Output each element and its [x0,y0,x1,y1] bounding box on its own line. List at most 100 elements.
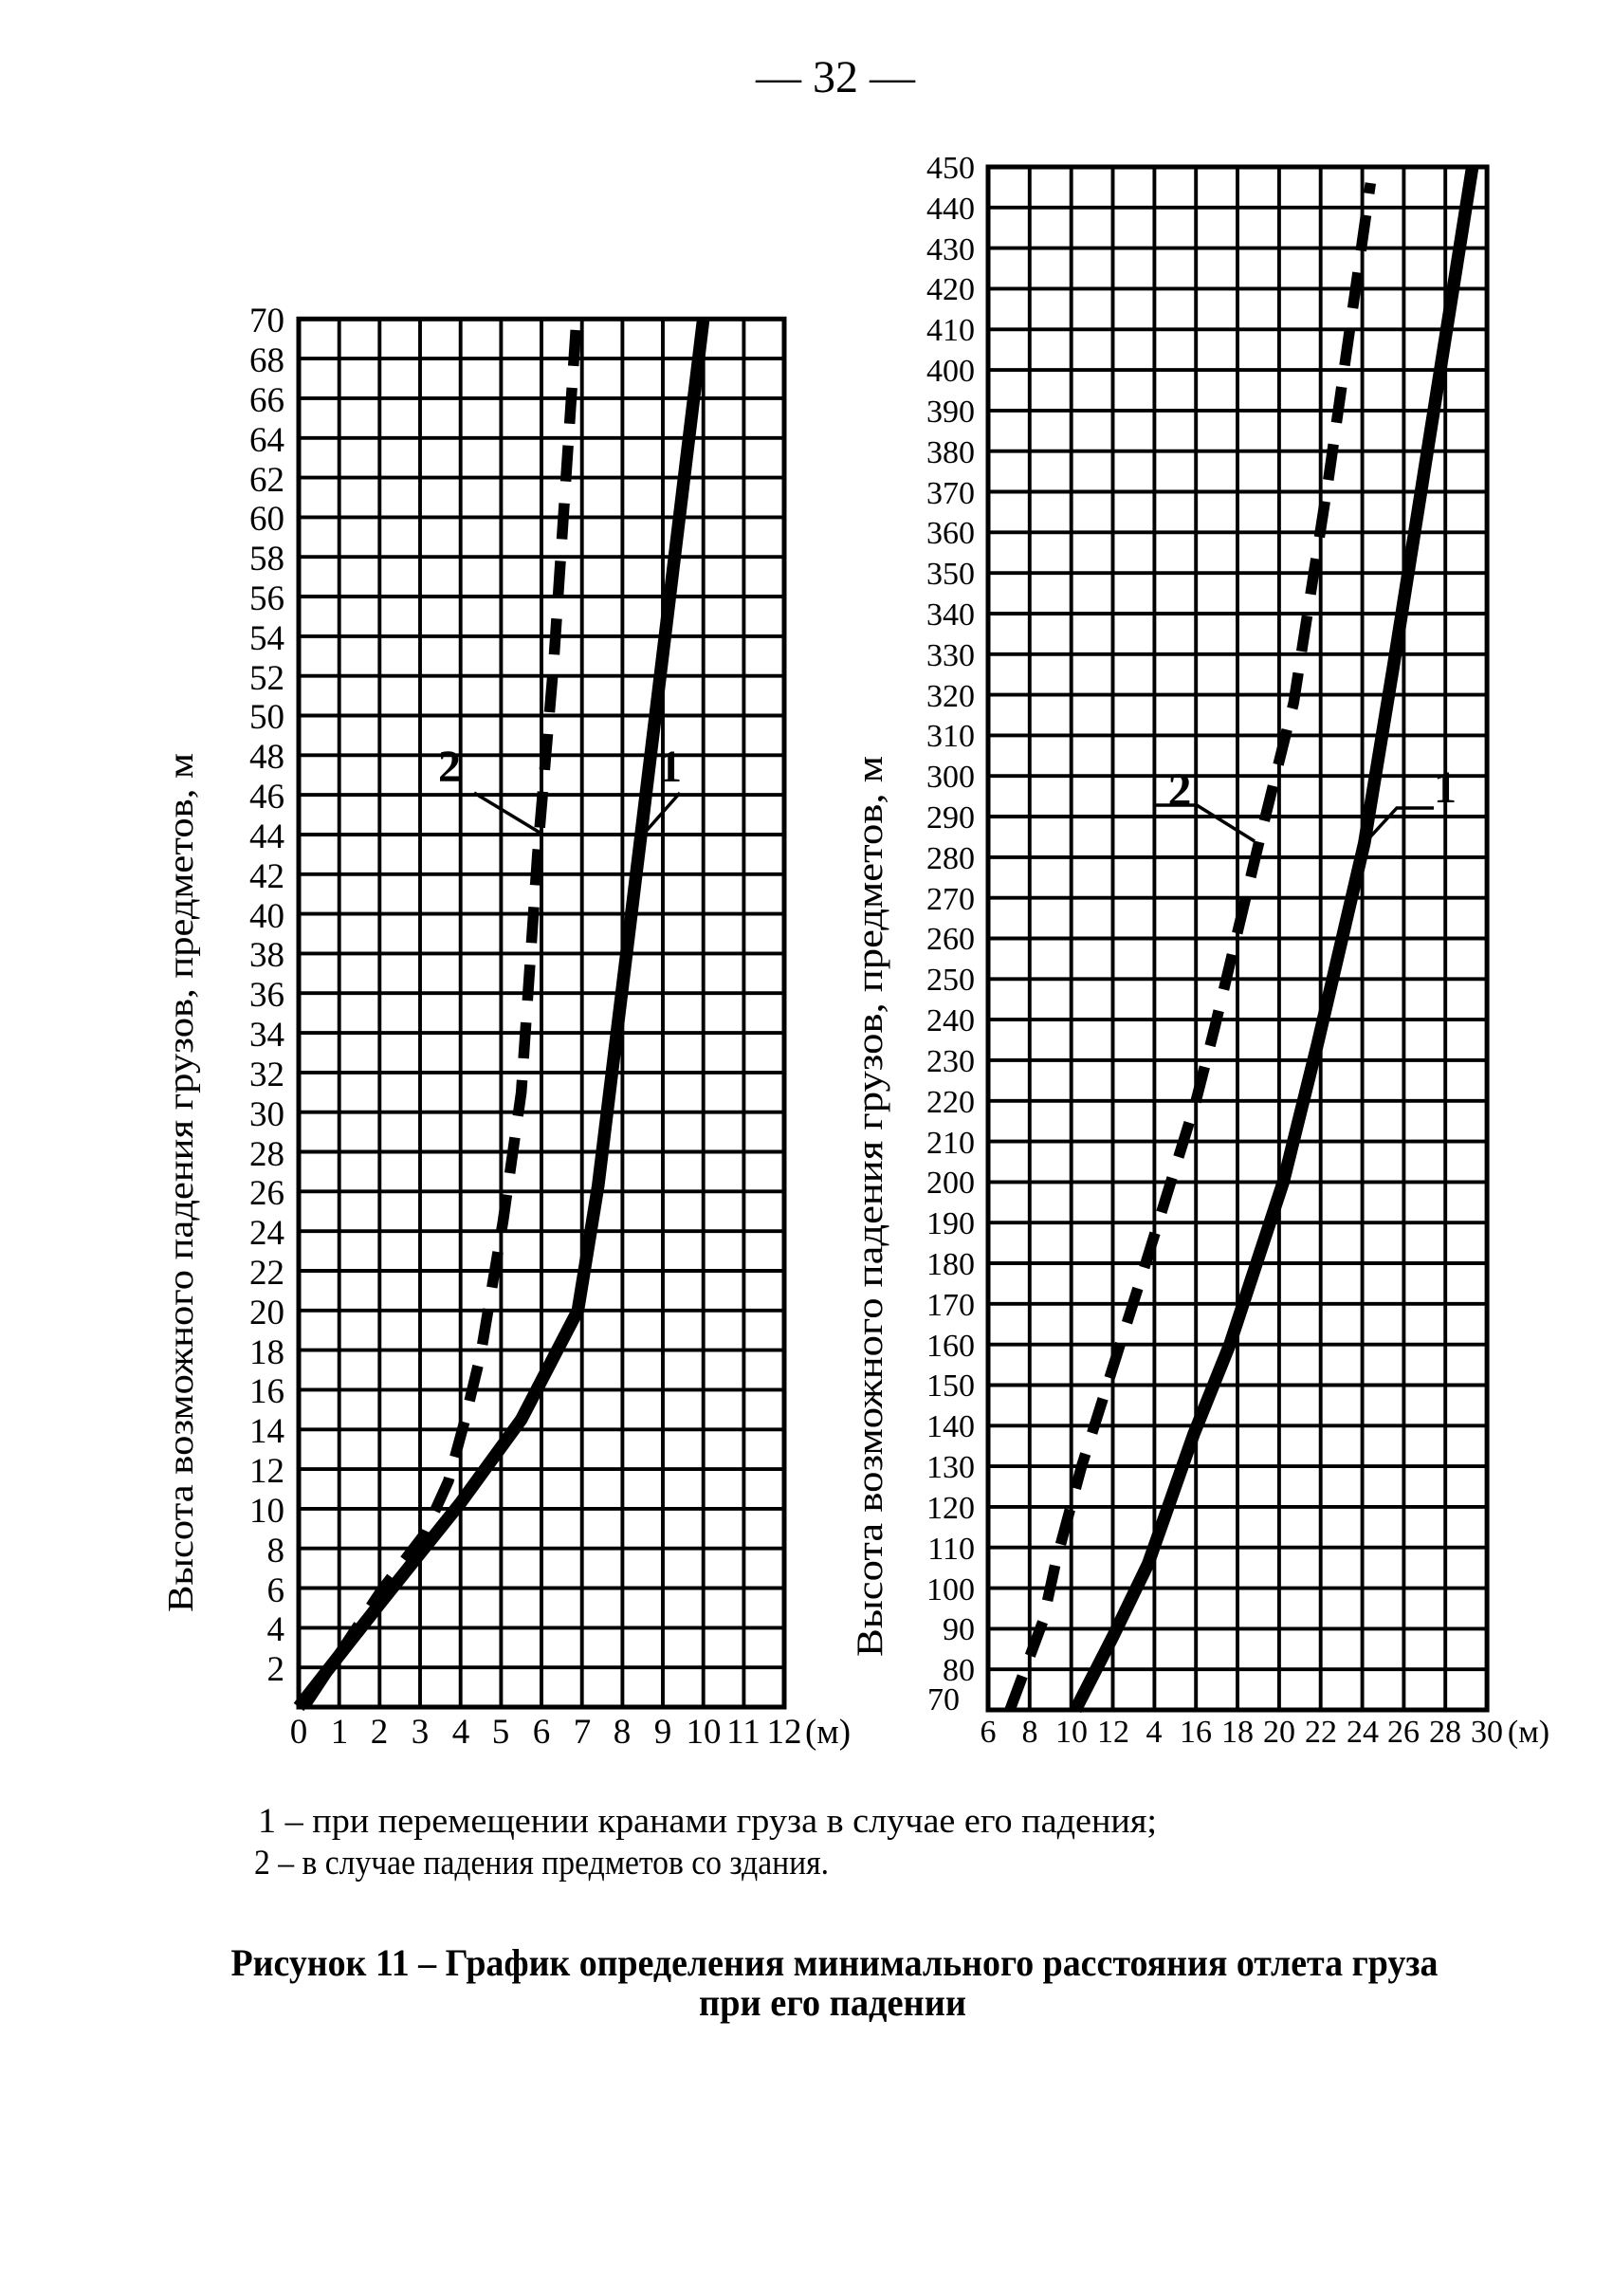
svg-text:42: 42 [249,857,284,896]
svg-text:— 32 —: — 32 — [755,52,916,102]
svg-text:6: 6 [981,1715,997,1750]
svg-text:38: 38 [249,936,284,975]
svg-text:(м): (м) [1508,1715,1549,1750]
svg-text:10: 10 [249,1492,284,1531]
svg-text:12: 12 [767,1713,802,1752]
svg-text:4: 4 [267,1610,285,1649]
svg-text:2: 2 [438,742,461,792]
svg-text:220: 220 [926,1085,975,1120]
svg-text:8: 8 [267,1532,285,1570]
svg-text:230: 230 [926,1044,975,1079]
svg-text:110: 110 [927,1532,975,1567]
svg-text:12: 12 [249,1452,284,1491]
svg-text:64: 64 [249,421,284,460]
svg-text:6: 6 [267,1571,285,1610]
svg-text:22: 22 [1305,1715,1337,1750]
svg-text:330: 330 [926,638,975,673]
svg-text:2 – в случае падения предметов: 2 – в случае падения предметов со здания… [254,1844,829,1883]
svg-text:8: 8 [614,1713,632,1752]
svg-text:16: 16 [1180,1715,1212,1750]
svg-text:210: 210 [926,1126,975,1161]
svg-text:70: 70 [927,1682,960,1717]
svg-text:20: 20 [1263,1715,1295,1750]
svg-text:Высота возможного падения груз: Высота возможного падения грузов, предме… [850,756,890,1657]
svg-text:170: 170 [926,1288,975,1323]
svg-text:130: 130 [926,1450,975,1485]
svg-text:2: 2 [371,1713,389,1752]
svg-text:14: 14 [249,1412,284,1451]
svg-text:5: 5 [492,1713,510,1752]
svg-text:3: 3 [412,1713,430,1752]
svg-text:16: 16 [249,1372,284,1411]
svg-text:90: 90 [943,1612,975,1647]
svg-text:1: 1 [1434,762,1457,813]
svg-text:390: 390 [926,395,975,430]
svg-text:350: 350 [926,557,975,592]
svg-text:4: 4 [452,1713,470,1752]
svg-text:8: 8 [1022,1715,1038,1750]
svg-text:10: 10 [1055,1715,1088,1750]
svg-text:360: 360 [926,516,975,551]
svg-text:11: 11 [726,1713,761,1752]
svg-text:48: 48 [249,738,284,777]
svg-text:0: 0 [290,1713,308,1752]
svg-text:58: 58 [249,540,284,579]
svg-text:54: 54 [249,619,284,658]
svg-text:26: 26 [249,1174,284,1213]
svg-text:26: 26 [1387,1715,1420,1750]
svg-text:420: 420 [926,272,975,307]
svg-text:160: 160 [926,1329,975,1364]
svg-text:40: 40 [249,897,284,936]
svg-text:300: 300 [926,760,975,795]
svg-text:400: 400 [926,354,975,389]
svg-text:150: 150 [926,1368,975,1404]
svg-text:18: 18 [249,1333,284,1372]
svg-text:12: 12 [1097,1715,1129,1750]
svg-text:68: 68 [249,341,284,380]
svg-text:18: 18 [1221,1715,1254,1750]
svg-text:180: 180 [926,1247,975,1282]
svg-text:280: 280 [926,841,975,876]
svg-text:250: 250 [926,963,975,998]
svg-text:260: 260 [926,922,975,957]
svg-text:100: 100 [926,1572,975,1607]
svg-text:при его падении: при его падении [699,1981,966,2024]
svg-text:62: 62 [249,461,284,500]
svg-text:7: 7 [574,1713,592,1752]
svg-text:28: 28 [1429,1715,1461,1750]
svg-text:56: 56 [249,579,284,618]
svg-text:2: 2 [1168,762,1192,816]
svg-text:200: 200 [926,1166,975,1201]
svg-text:1: 1 [331,1713,349,1752]
svg-text:66: 66 [249,381,284,420]
svg-text:70: 70 [249,302,284,340]
svg-text:36: 36 [249,976,284,1015]
svg-text:340: 340 [926,597,975,633]
svg-text:440: 440 [926,192,975,227]
svg-text:10: 10 [687,1713,722,1752]
svg-text:20: 20 [249,1294,284,1332]
svg-text:80: 80 [943,1653,975,1688]
svg-text:(м): (м) [805,1713,851,1752]
svg-text:1 – при перемещении кранами гр: 1 – при перемещении кранами груза в случ… [258,1802,1157,1841]
svg-text:32: 32 [249,1056,284,1094]
svg-text:1: 1 [659,742,682,792]
svg-text:Рисунок 11 – График определени: Рисунок 11 – График определения минималь… [231,1941,1439,1984]
svg-text:6: 6 [533,1713,551,1752]
svg-text:370: 370 [926,476,975,511]
svg-text:30: 30 [1471,1715,1503,1750]
svg-text:46: 46 [249,778,284,817]
svg-text:410: 410 [926,313,975,348]
svg-text:240: 240 [926,1003,975,1038]
svg-text:28: 28 [249,1135,284,1174]
svg-text:52: 52 [249,659,284,698]
svg-text:430: 430 [926,232,975,267]
svg-text:2: 2 [267,1650,285,1689]
svg-text:50: 50 [249,698,284,737]
svg-text:320: 320 [926,679,975,714]
svg-text:22: 22 [249,1254,284,1293]
svg-text:24: 24 [1347,1715,1379,1750]
svg-text:120: 120 [926,1491,975,1526]
svg-text:9: 9 [654,1713,672,1752]
svg-text:290: 290 [926,800,975,836]
